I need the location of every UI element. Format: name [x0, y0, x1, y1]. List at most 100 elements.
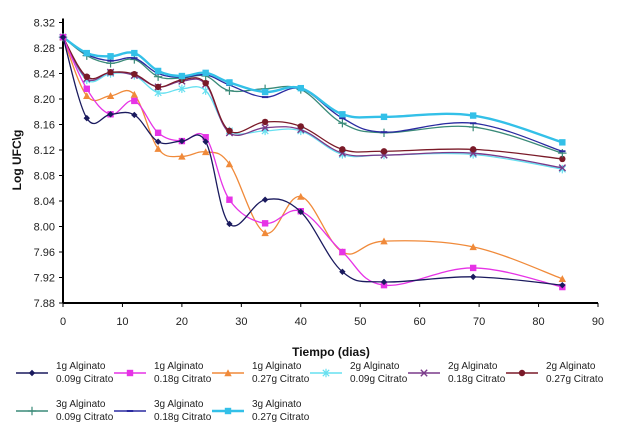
data-point: [59, 33, 67, 41]
x-tick-label: 40: [295, 316, 307, 328]
data-point: [83, 85, 90, 92]
data-point: [226, 79, 233, 86]
data-point: [83, 92, 91, 100]
legend-label-line1: 2g Alginato: [350, 361, 400, 372]
data-point: [178, 152, 186, 160]
x-axis-title: Tiempo (dias): [292, 345, 370, 359]
legend-swatch: [310, 368, 342, 378]
series-line: [62, 36, 563, 286]
data-point: [226, 220, 233, 228]
data-point: [469, 146, 477, 153]
data-point: [261, 196, 269, 203]
data-point: [178, 84, 186, 93]
data-point: [468, 122, 478, 132]
data-point: [202, 134, 209, 141]
data-point: [226, 127, 233, 135]
y-tick-label: 8.32: [34, 18, 55, 30]
legend-label-line2: 0.27g Citrato: [546, 374, 604, 385]
legend-swatch: [212, 407, 244, 415]
legend-label-line2: 0.27g Citrato: [252, 412, 310, 423]
legend-swatch: [16, 369, 48, 377]
legend-label: 1g Alginato 0.27g Citrato: [252, 360, 309, 386]
legend-swatch: [16, 406, 48, 416]
series-1: [59, 33, 566, 289]
line-chart: 8.32 8.28 8.24 8.20 8.16 8.12 8.08 8.04 8.00 7.96…: [10, 18, 604, 360]
data-point: [154, 138, 162, 145]
legend-label-line1: 1g Alginato: [56, 361, 106, 372]
y-tick-label: 8.24: [34, 69, 55, 81]
legend-label: 1g Alginato 0.18g Citrato: [154, 360, 211, 386]
data-point: [83, 49, 90, 57]
data-point: [297, 208, 304, 216]
legend-label-line2: 0.18g Citrato: [154, 374, 212, 385]
data-point: [202, 79, 209, 87]
data-point: [380, 148, 388, 155]
data-point: [131, 111, 138, 119]
x-tick-label: 0: [60, 316, 66, 328]
data-point: [558, 164, 567, 172]
legend-label: 2g Alginato 0.18g Citrato: [448, 360, 505, 386]
data-point: [202, 69, 209, 77]
series-line: [62, 36, 563, 288]
legend-label-line1: 2g Alginato: [448, 361, 498, 372]
data-point: [469, 273, 477, 281]
legend-label: 3g Alginato 0.27g Citrato: [252, 398, 309, 424]
data-point: [380, 237, 388, 245]
data-point: [131, 70, 138, 78]
series-line: [62, 36, 563, 152]
legend-item: 1g Alginato 0.27g Citrato: [210, 360, 309, 386]
y-tick-label: 8.20: [34, 94, 55, 106]
data-point: [131, 97, 138, 105]
data-point: [297, 84, 304, 92]
series-line: [62, 36, 563, 280]
x-tick-label: 10: [116, 316, 128, 328]
legend-label: 3g Alginato 0.09g Citrato: [56, 398, 113, 424]
legend-label: 3g Alginato 0.18g Citrato: [154, 398, 211, 424]
y-tick-label: 7.92: [34, 273, 55, 285]
series-layer: [58, 32, 567, 291]
series-3: [59, 33, 567, 282]
data-point: [154, 67, 162, 75]
legend-label-line2: 0.18g Citrato: [448, 374, 506, 385]
data-point: [154, 129, 162, 136]
legend-marker: [28, 369, 36, 377]
data-point: [261, 118, 269, 126]
data-point: [558, 275, 567, 282]
y-axis-title: Log UFC\g: [10, 130, 24, 191]
y-tick-label: 7.88: [34, 298, 55, 310]
legend-swatch: [212, 369, 244, 377]
x-tick-label: 70: [473, 316, 485, 328]
x-tick-label: 50: [354, 316, 366, 328]
data-point: [559, 139, 566, 146]
legend-label-line2: 0.09g Citrato: [350, 374, 408, 385]
legend-marker: [224, 407, 232, 415]
data-point: [83, 114, 90, 122]
legend-marker: [518, 369, 526, 377]
data-point: [297, 192, 305, 200]
data-point: [107, 69, 114, 76]
y-tick-label: 8.12: [34, 145, 55, 157]
x-axis: 0 10 20 30 40 50 60 70 80 90: [60, 302, 604, 328]
y-tick-label: 8.04: [34, 196, 55, 208]
legend-label: 2g Alginato 0.27g Citrato: [546, 360, 603, 386]
data-point: [380, 278, 388, 286]
data-point: [201, 148, 210, 156]
legend-swatch: [408, 369, 440, 377]
legend-swatch: [506, 369, 538, 377]
data-point: [130, 90, 139, 98]
legend-item: 1g Alginato 0.09g Citrato: [14, 360, 113, 386]
data-point: [339, 268, 346, 275]
y-tick-label: 8.28: [34, 43, 55, 55]
data-point: [83, 73, 90, 80]
legend-item: 2g Alginato 0.09g Citrato: [308, 360, 407, 386]
y-axis: 8.32 8.28 8.24 8.20 8.16 8.12 8.08 8.04 8.00 7.96…: [34, 18, 64, 310]
data-point: [469, 243, 477, 251]
legend-item: 3g Alginato 0.09g Citrato: [14, 398, 113, 424]
legend-item: 2g Alginato 0.18g Citrato: [406, 360, 505, 386]
data-point: [261, 123, 269, 132]
legend-label-line1: 1g Alginato: [252, 361, 302, 372]
series-line: [62, 36, 563, 169]
data-point: [380, 113, 388, 121]
y-tick-label: 8.00: [34, 222, 55, 234]
legend-marker: [224, 369, 232, 377]
